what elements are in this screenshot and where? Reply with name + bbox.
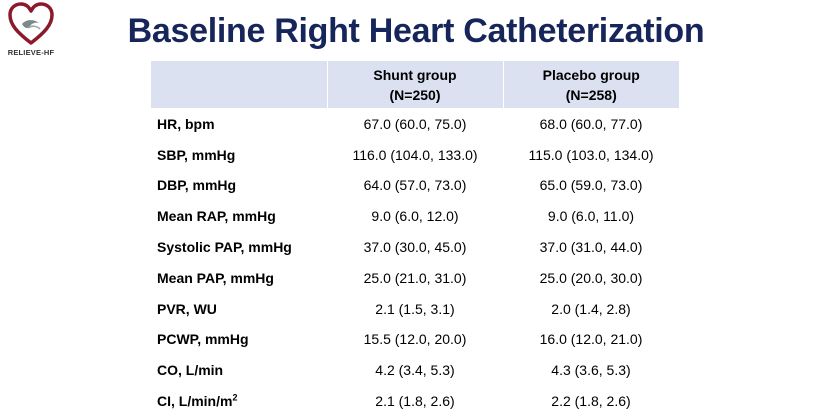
shunt-value-cell: 2.1 (1.5, 3.1)	[375, 300, 455, 317]
shunt-value-cell: 37.0 (30.0, 45.0)	[363, 239, 467, 256]
logo-text: RELIEVE-HF	[7, 48, 55, 57]
row-label: DBP, mmHg	[151, 170, 327, 201]
slide-title: Baseline Right Heart Catheterization	[127, 12, 705, 50]
row-label-text: HR, bpm	[157, 115, 215, 132]
relieve-hf-logo: RELIEVE-HF	[2, 2, 60, 62]
row-label-text: SBP, mmHg	[157, 146, 236, 163]
table-header-row: Shunt group (N=250) Placebo group (N=258…	[151, 61, 679, 109]
shunt-value-cell: 9.0 (6.0, 12.0)	[371, 208, 459, 225]
row-label-superscript: 2	[232, 392, 238, 403]
table-row: PCWP, mmHg 15.5 (12.0, 20.0) 16.0 (12.0, 2…	[151, 324, 679, 355]
table-row: Systolic PAP, mmHg 37.0 (30.0, 45.0) 37.0 …	[151, 231, 679, 263]
shunt-value-cell: 116.0 (104.0, 133.0)	[352, 146, 478, 163]
row-label: Mean PAP, mmHg	[151, 262, 327, 293]
row-label-text: Systolic PAP, mmHg	[157, 239, 292, 256]
placebo-value-cell: 115.0 (103.0, 134.0)	[528, 146, 654, 163]
table-row: CI, L/min/m2 2.1 (1.8, 2.6) 2.2 (1.8, 2.6)	[151, 385, 679, 416]
placebo-value-cell: 2.2 (1.8, 2.6)	[551, 393, 631, 410]
shunt-value-cell: 2.1 (1.8, 2.6)	[375, 393, 455, 410]
placebo-value-cell: 9.0 (6.0, 11.0)	[547, 208, 635, 225]
shunt-value-cell: 15.5 (12.0, 20.0)	[363, 331, 467, 348]
placebo-value-cell: 4.3 (3.6, 5.3)	[551, 362, 631, 379]
row-label: PVR, WU	[151, 293, 327, 324]
table-row: PVR, WU 2.1 (1.5, 3.1) 2.0 (1.4, 2.8)	[151, 293, 679, 324]
row-label-text: CI, L/min/m	[157, 393, 233, 410]
row-label: CO, L/min	[151, 355, 327, 386]
row-label-text: DBP, mmHg	[157, 177, 237, 194]
row-label-text: CO, L/min	[157, 362, 224, 379]
table-body: HR, bpm 67.0 (60.0, 75.0) 68.0 (60.0, 77.0…	[151, 108, 679, 416]
row-label: Mean RAP, mmHg	[151, 201, 327, 232]
header-shunt-name: Shunt group	[373, 66, 457, 83]
shunt-value-cell: 25.0 (21.0, 31.0)	[363, 269, 467, 286]
table-row: Mean PAP, mmHg 25.0 (21.0, 31.0) 25.0 (20.…	[151, 262, 679, 293]
placebo-value-cell: 37.0 (31.0, 44.0)	[539, 239, 643, 256]
table-row: Mean RAP, mmHg 9.0 (6.0, 12.0) 9.0 (6.0, 1…	[151, 200, 679, 232]
table-row: CO, L/min 4.2 (3.4, 5.3) 4.3 (3.6, 5.3)	[151, 354, 679, 386]
header-placebo-n: (N=258)	[565, 86, 617, 103]
row-label: PCWP, mmHg	[151, 324, 327, 355]
rhc-table: Shunt group (N=250) Placebo group (N=258…	[151, 61, 679, 416]
placebo-value-cell: 68.0 (60.0, 77.0)	[539, 115, 643, 132]
shunt-value-cell: 67.0 (60.0, 75.0)	[363, 115, 467, 132]
row-label-text: PVR, WU	[157, 300, 217, 317]
header-shunt-group: Shunt group (N=250)	[326, 61, 503, 109]
header-shunt-n: (N=250)	[389, 86, 441, 103]
table-row: SBP, mmHg 116.0 (104.0, 133.0) 115.0 (103.…	[151, 139, 679, 170]
placebo-value-cell: 25.0 (20.0, 30.0)	[539, 269, 643, 286]
shunt-value-cell: 4.2 (3.4, 5.3)	[375, 362, 455, 379]
header-placebo-group: Placebo group (N=258)	[502, 61, 679, 109]
header-placebo-name: Placebo group	[542, 66, 640, 83]
row-label: CI, L/min/m2	[151, 386, 327, 416]
row-label: Systolic PAP, mmHg	[151, 232, 327, 263]
rhc-table-container: Shunt group (N=250) Placebo group (N=258…	[151, 61, 679, 409]
placebo-value-cell: 16.0 (12.0, 21.0)	[539, 331, 643, 348]
row-label: HR, bpm	[151, 109, 327, 140]
placebo-value-cell: 65.0 (59.0, 73.0)	[539, 177, 643, 194]
row-label-text: Mean PAP, mmHg	[157, 269, 274, 286]
header-empty-cell	[151, 61, 327, 109]
row-label-text: Mean RAP, mmHg	[157, 208, 276, 225]
row-label-text: PCWP, mmHg	[157, 331, 249, 348]
shunt-value-cell: 64.0 (57.0, 73.0)	[363, 177, 467, 194]
heart-logo-icon	[8, 2, 54, 45]
placebo-value-cell: 2.0 (1.4, 2.8)	[551, 300, 631, 317]
row-label: SBP, mmHg	[151, 139, 327, 170]
table-row: HR, bpm 67.0 (60.0, 75.0) 68.0 (60.0, 77.0…	[151, 108, 679, 140]
table-row: DBP, mmHg 64.0 (57.0, 73.0) 65.0 (59.0, 73…	[151, 170, 679, 201]
